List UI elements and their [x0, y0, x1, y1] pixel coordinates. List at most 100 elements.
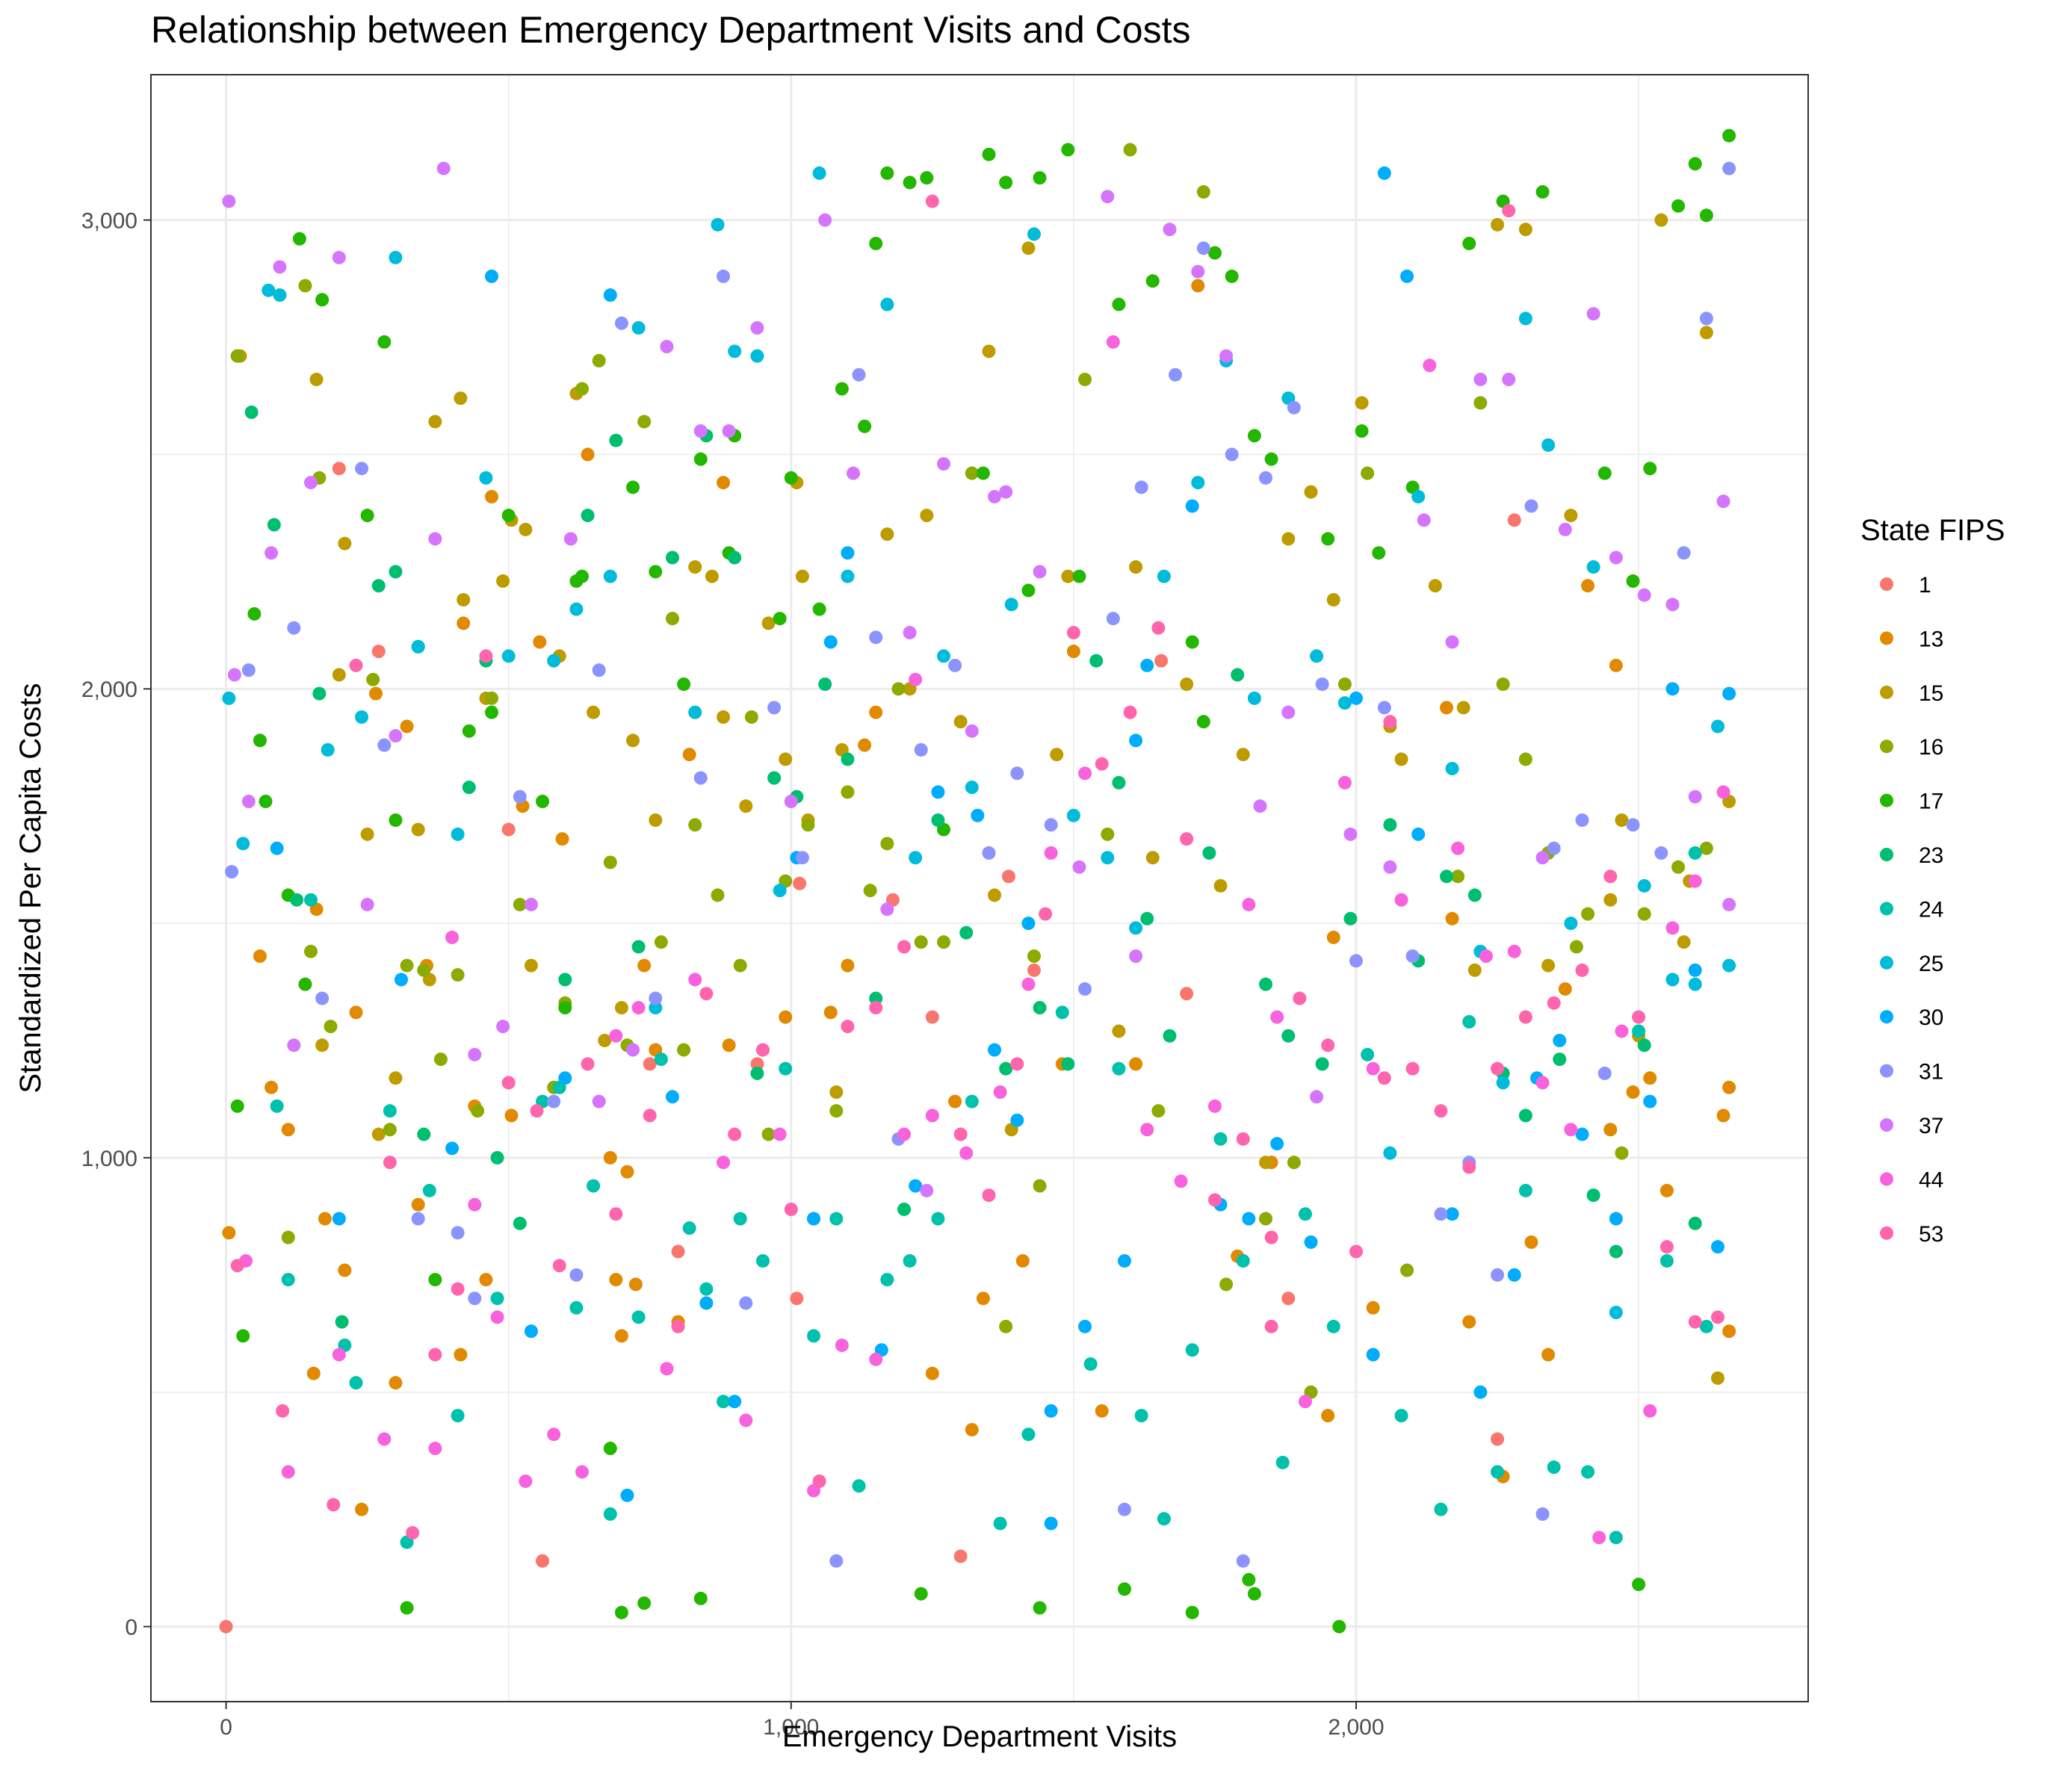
- data-point: [654, 1052, 668, 1067]
- data-point: [332, 250, 346, 264]
- data-point: [767, 701, 782, 715]
- legend-title: State FIPS: [1860, 514, 2005, 547]
- data-point: [1225, 447, 1239, 462]
- data-point: [1027, 227, 1041, 241]
- data-point: [1033, 171, 1047, 185]
- data-point: [395, 973, 409, 987]
- data-point: [547, 1094, 561, 1109]
- data-point: [1722, 161, 1736, 176]
- data-point: [1518, 1010, 1532, 1024]
- y-tick-label: 3,000: [81, 209, 137, 234]
- data-point: [1101, 190, 1115, 204]
- data-point: [270, 841, 284, 855]
- data-point: [880, 902, 894, 917]
- data-point: [1101, 851, 1115, 865]
- data-point: [598, 1033, 612, 1047]
- data-point: [1259, 977, 1273, 991]
- data-point: [1632, 1578, 1646, 1592]
- data-point: [1564, 1123, 1578, 1137]
- data-point: [389, 1071, 403, 1085]
- data-point: [513, 1216, 527, 1230]
- data-point: [1270, 1010, 1284, 1024]
- data-point: [717, 710, 731, 724]
- data-point: [688, 818, 702, 832]
- data-point: [1643, 1071, 1657, 1085]
- data-point: [790, 1292, 804, 1306]
- data-point: [1518, 223, 1532, 237]
- data-point: [993, 1516, 1007, 1531]
- data-point: [471, 1104, 485, 1118]
- data-point: [1151, 1104, 1166, 1118]
- data-point: [462, 781, 476, 795]
- data-point: [728, 1127, 742, 1141]
- data-point: [468, 1047, 482, 1061]
- data-point: [1609, 1531, 1623, 1545]
- data-point: [903, 1253, 917, 1268]
- data-point: [338, 1263, 352, 1277]
- data-point: [496, 574, 510, 588]
- data-point: [1518, 1109, 1532, 1123]
- data-point: [620, 1165, 634, 1179]
- data-point: [1055, 1005, 1069, 1020]
- legend-label: 24: [1919, 897, 1943, 922]
- data-point: [1569, 940, 1583, 954]
- data-point: [253, 949, 267, 964]
- data-point: [1169, 368, 1183, 382]
- data-point: [1033, 565, 1047, 579]
- data-point: [728, 551, 742, 565]
- data-point: [909, 672, 923, 686]
- data-point: [999, 485, 1013, 499]
- data-point: [682, 1221, 696, 1236]
- data-point: [660, 340, 674, 354]
- data-point: [1609, 1212, 1623, 1226]
- data-point: [1033, 1179, 1047, 1193]
- data-point: [377, 335, 392, 349]
- data-point: [801, 818, 815, 832]
- data-point: [335, 1315, 349, 1329]
- data-point: [1400, 269, 1414, 283]
- data-point: [371, 579, 386, 593]
- data-point: [321, 742, 335, 757]
- data-point: [603, 288, 617, 303]
- data-point: [244, 405, 259, 419]
- data-point: [360, 827, 374, 841]
- data-point: [1021, 1427, 1036, 1442]
- data-point: [1609, 1244, 1623, 1259]
- data-point: [1440, 869, 1454, 884]
- data-point: [428, 1273, 442, 1287]
- data-point: [1445, 761, 1459, 775]
- data-point: [903, 625, 917, 639]
- data-point: [750, 349, 764, 363]
- data-point: [914, 935, 928, 949]
- data-point: [1377, 701, 1391, 715]
- data-point: [614, 1329, 628, 1343]
- data-point: [1535, 851, 1550, 865]
- data-point: [1185, 499, 1199, 513]
- legend-label: 25: [1919, 952, 1943, 976]
- data-point: [869, 630, 883, 645]
- data-point: [1394, 1409, 1408, 1423]
- data-point: [1586, 307, 1600, 321]
- data-point: [1281, 1292, 1296, 1306]
- data-point: [1112, 1061, 1126, 1076]
- data-point: [1337, 696, 1352, 710]
- data-point: [1001, 869, 1015, 884]
- data-point: [253, 734, 267, 748]
- data-point: [1044, 1404, 1058, 1418]
- data-point: [1547, 841, 1561, 855]
- y-axis-ticks: 0 1,000 2,000 3,000: [81, 209, 151, 1640]
- data-point: [219, 1619, 233, 1634]
- data-point: [1394, 893, 1408, 907]
- data-point: [1072, 569, 1086, 583]
- data-point: [1321, 1038, 1335, 1052]
- data-point: [575, 569, 589, 583]
- data-point: [603, 1150, 617, 1165]
- data-point: [530, 1104, 544, 1118]
- data-point: [1518, 752, 1532, 766]
- data-point: [349, 1376, 363, 1390]
- data-point: [389, 729, 403, 743]
- data-point: [1293, 991, 1307, 1005]
- data-point: [1467, 963, 1482, 977]
- data-point: [552, 1259, 566, 1273]
- plot-area: [151, 75, 1808, 1702]
